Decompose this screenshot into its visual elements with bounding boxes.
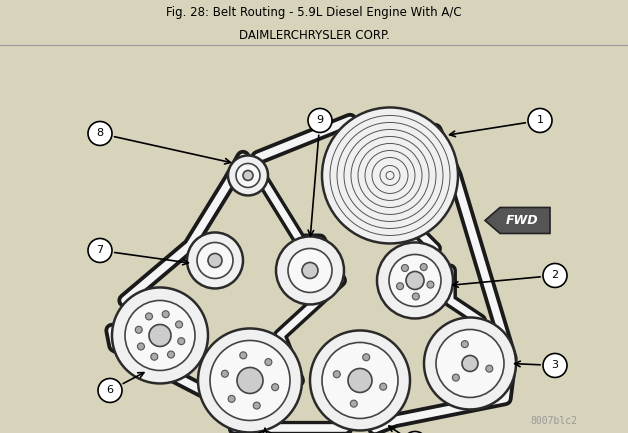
- Circle shape: [288, 249, 332, 292]
- Circle shape: [413, 293, 420, 300]
- Circle shape: [187, 233, 243, 288]
- Circle shape: [363, 354, 370, 361]
- Circle shape: [406, 271, 424, 290]
- Text: 2: 2: [551, 271, 558, 281]
- Circle shape: [222, 370, 229, 377]
- Text: 9: 9: [317, 116, 323, 126]
- Circle shape: [253, 402, 260, 409]
- Circle shape: [253, 431, 277, 433]
- Circle shape: [272, 384, 279, 391]
- Circle shape: [348, 368, 372, 392]
- Circle shape: [436, 330, 504, 397]
- Circle shape: [151, 353, 158, 360]
- Circle shape: [265, 359, 272, 365]
- Circle shape: [228, 155, 268, 195]
- Circle shape: [462, 341, 468, 348]
- Circle shape: [424, 317, 516, 410]
- Circle shape: [350, 400, 357, 407]
- Circle shape: [210, 340, 290, 420]
- Circle shape: [403, 431, 427, 433]
- Text: FWD: FWD: [506, 214, 538, 227]
- Circle shape: [112, 288, 208, 384]
- Circle shape: [401, 265, 408, 271]
- Circle shape: [162, 311, 169, 318]
- Circle shape: [236, 164, 260, 187]
- Circle shape: [178, 338, 185, 345]
- Circle shape: [543, 353, 567, 378]
- Circle shape: [243, 171, 253, 181]
- Circle shape: [228, 395, 235, 402]
- Text: 7: 7: [97, 246, 104, 255]
- Text: 8: 8: [97, 129, 104, 139]
- Circle shape: [146, 313, 153, 320]
- Text: Fig. 28: Belt Routing - 5.9L Diesel Engine With A/C: Fig. 28: Belt Routing - 5.9L Diesel Engi…: [166, 6, 462, 19]
- Text: 1: 1: [536, 116, 543, 126]
- Text: 8007blc2: 8007blc2: [530, 416, 577, 426]
- Circle shape: [98, 378, 122, 402]
- Circle shape: [322, 343, 398, 418]
- Circle shape: [486, 365, 493, 372]
- Text: 3: 3: [551, 360, 558, 371]
- Circle shape: [452, 374, 459, 381]
- Circle shape: [237, 368, 263, 394]
- Circle shape: [308, 108, 332, 132]
- Circle shape: [389, 255, 441, 307]
- Circle shape: [135, 326, 143, 333]
- Circle shape: [396, 283, 404, 290]
- Circle shape: [125, 301, 195, 371]
- Polygon shape: [485, 207, 550, 233]
- Circle shape: [427, 281, 434, 288]
- Circle shape: [276, 236, 344, 304]
- Circle shape: [420, 264, 427, 271]
- Text: 6: 6: [107, 385, 114, 395]
- Circle shape: [240, 352, 247, 359]
- Circle shape: [310, 330, 410, 430]
- Circle shape: [333, 371, 340, 378]
- Circle shape: [462, 355, 478, 372]
- Circle shape: [138, 343, 144, 350]
- Circle shape: [149, 324, 171, 346]
- Circle shape: [208, 253, 222, 268]
- Circle shape: [377, 242, 453, 318]
- Circle shape: [88, 122, 112, 145]
- Circle shape: [322, 107, 458, 243]
- Circle shape: [302, 262, 318, 278]
- Circle shape: [176, 321, 183, 328]
- Circle shape: [88, 239, 112, 262]
- Circle shape: [528, 108, 552, 132]
- Circle shape: [198, 329, 302, 433]
- Circle shape: [380, 383, 387, 390]
- Circle shape: [197, 242, 233, 278]
- Text: DAIMLERCHRYSLER CORP.: DAIMLERCHRYSLER CORP.: [239, 29, 389, 42]
- Circle shape: [543, 263, 567, 288]
- Circle shape: [168, 351, 175, 358]
